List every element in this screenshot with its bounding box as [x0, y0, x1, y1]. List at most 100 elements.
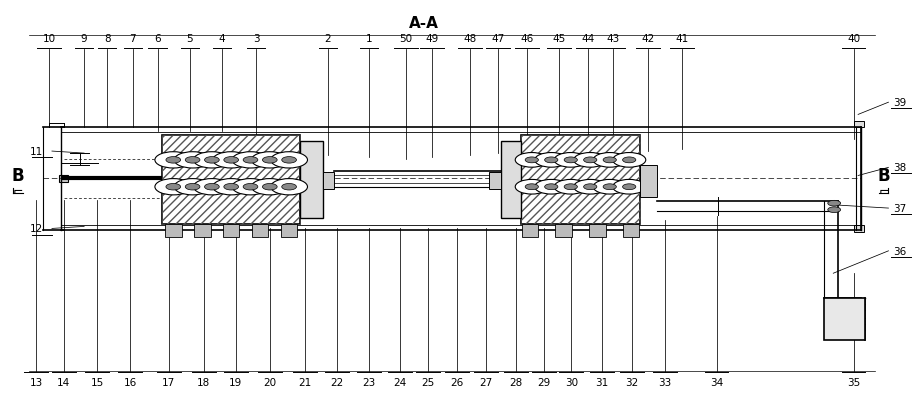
- Text: 17: 17: [162, 377, 175, 387]
- Text: 18: 18: [197, 377, 210, 387]
- Circle shape: [573, 153, 607, 168]
- Bar: [323, 173, 334, 189]
- Text: 32: 32: [625, 377, 639, 387]
- Bar: [301, 142, 323, 219]
- Circle shape: [252, 152, 289, 169]
- Text: 2: 2: [325, 34, 331, 44]
- Bar: [855, 121, 864, 128]
- Circle shape: [243, 184, 258, 191]
- Circle shape: [194, 152, 230, 169]
- Circle shape: [564, 184, 577, 190]
- Text: 47: 47: [491, 34, 504, 44]
- Circle shape: [828, 207, 841, 213]
- Text: 15: 15: [90, 377, 103, 387]
- Circle shape: [613, 180, 645, 195]
- Bar: [252, 225, 268, 238]
- Text: A-A: A-A: [409, 16, 439, 31]
- Text: 46: 46: [521, 34, 534, 44]
- Bar: [824, 298, 866, 341]
- Text: 48: 48: [464, 34, 477, 44]
- Text: 5: 5: [186, 34, 193, 44]
- Circle shape: [166, 157, 181, 164]
- Circle shape: [252, 179, 289, 196]
- Bar: [501, 142, 521, 219]
- Circle shape: [174, 152, 211, 169]
- Bar: [555, 225, 572, 238]
- Circle shape: [603, 184, 616, 190]
- Circle shape: [564, 157, 577, 163]
- Bar: [521, 135, 640, 225]
- Circle shape: [232, 179, 269, 196]
- Bar: [855, 226, 864, 232]
- Circle shape: [515, 180, 549, 195]
- Text: 10: 10: [42, 34, 55, 44]
- Text: 26: 26: [451, 377, 464, 387]
- Text: 41: 41: [675, 34, 688, 44]
- Circle shape: [515, 153, 549, 168]
- Text: 1: 1: [366, 34, 372, 44]
- Circle shape: [282, 157, 297, 164]
- Text: 22: 22: [330, 377, 344, 387]
- Bar: [490, 173, 501, 189]
- Circle shape: [593, 153, 626, 168]
- Circle shape: [545, 157, 558, 163]
- Circle shape: [535, 180, 568, 195]
- Bar: [165, 225, 182, 238]
- Text: 33: 33: [658, 377, 672, 387]
- Text: 14: 14: [57, 377, 70, 387]
- Text: 6: 6: [154, 34, 161, 44]
- Text: 42: 42: [641, 34, 655, 44]
- Text: 20: 20: [264, 377, 277, 387]
- Bar: [640, 166, 656, 198]
- Circle shape: [613, 153, 645, 168]
- Circle shape: [282, 184, 297, 191]
- Bar: [622, 225, 639, 238]
- Text: 3: 3: [253, 34, 259, 44]
- Circle shape: [584, 184, 597, 190]
- Circle shape: [155, 179, 192, 196]
- Text: ⌐: ⌐: [879, 184, 889, 197]
- Bar: [521, 135, 640, 225]
- Bar: [281, 225, 298, 238]
- Text: B: B: [12, 167, 24, 185]
- Text: 34: 34: [710, 377, 723, 387]
- Circle shape: [263, 157, 278, 164]
- Text: 36: 36: [893, 246, 906, 256]
- Text: 23: 23: [362, 377, 375, 387]
- Bar: [59, 175, 68, 182]
- Text: 45: 45: [552, 34, 566, 44]
- Text: 49: 49: [425, 34, 438, 44]
- Text: 9: 9: [81, 34, 88, 44]
- Text: 50: 50: [399, 34, 412, 44]
- Text: 11: 11: [30, 147, 42, 157]
- Text: 4: 4: [219, 34, 225, 44]
- Text: 13: 13: [30, 377, 43, 387]
- Circle shape: [166, 184, 181, 191]
- Text: 24: 24: [394, 377, 407, 387]
- Circle shape: [554, 180, 587, 195]
- Circle shape: [243, 157, 258, 164]
- Bar: [162, 135, 301, 225]
- Circle shape: [526, 157, 538, 163]
- Text: 12: 12: [30, 224, 42, 234]
- Circle shape: [205, 184, 219, 191]
- Circle shape: [185, 157, 200, 164]
- Text: 29: 29: [538, 377, 550, 387]
- Text: 27: 27: [479, 377, 492, 387]
- Circle shape: [232, 152, 269, 169]
- Circle shape: [545, 184, 558, 190]
- Text: B: B: [878, 167, 890, 185]
- Text: 8: 8: [104, 34, 111, 44]
- Circle shape: [263, 184, 278, 191]
- Circle shape: [593, 180, 626, 195]
- Circle shape: [573, 180, 607, 195]
- Circle shape: [155, 152, 192, 169]
- Circle shape: [622, 184, 636, 190]
- Circle shape: [224, 157, 239, 164]
- Circle shape: [213, 152, 250, 169]
- Text: 38: 38: [893, 163, 906, 173]
- Circle shape: [271, 152, 308, 169]
- Circle shape: [584, 157, 597, 163]
- Circle shape: [194, 179, 230, 196]
- Bar: [589, 225, 606, 238]
